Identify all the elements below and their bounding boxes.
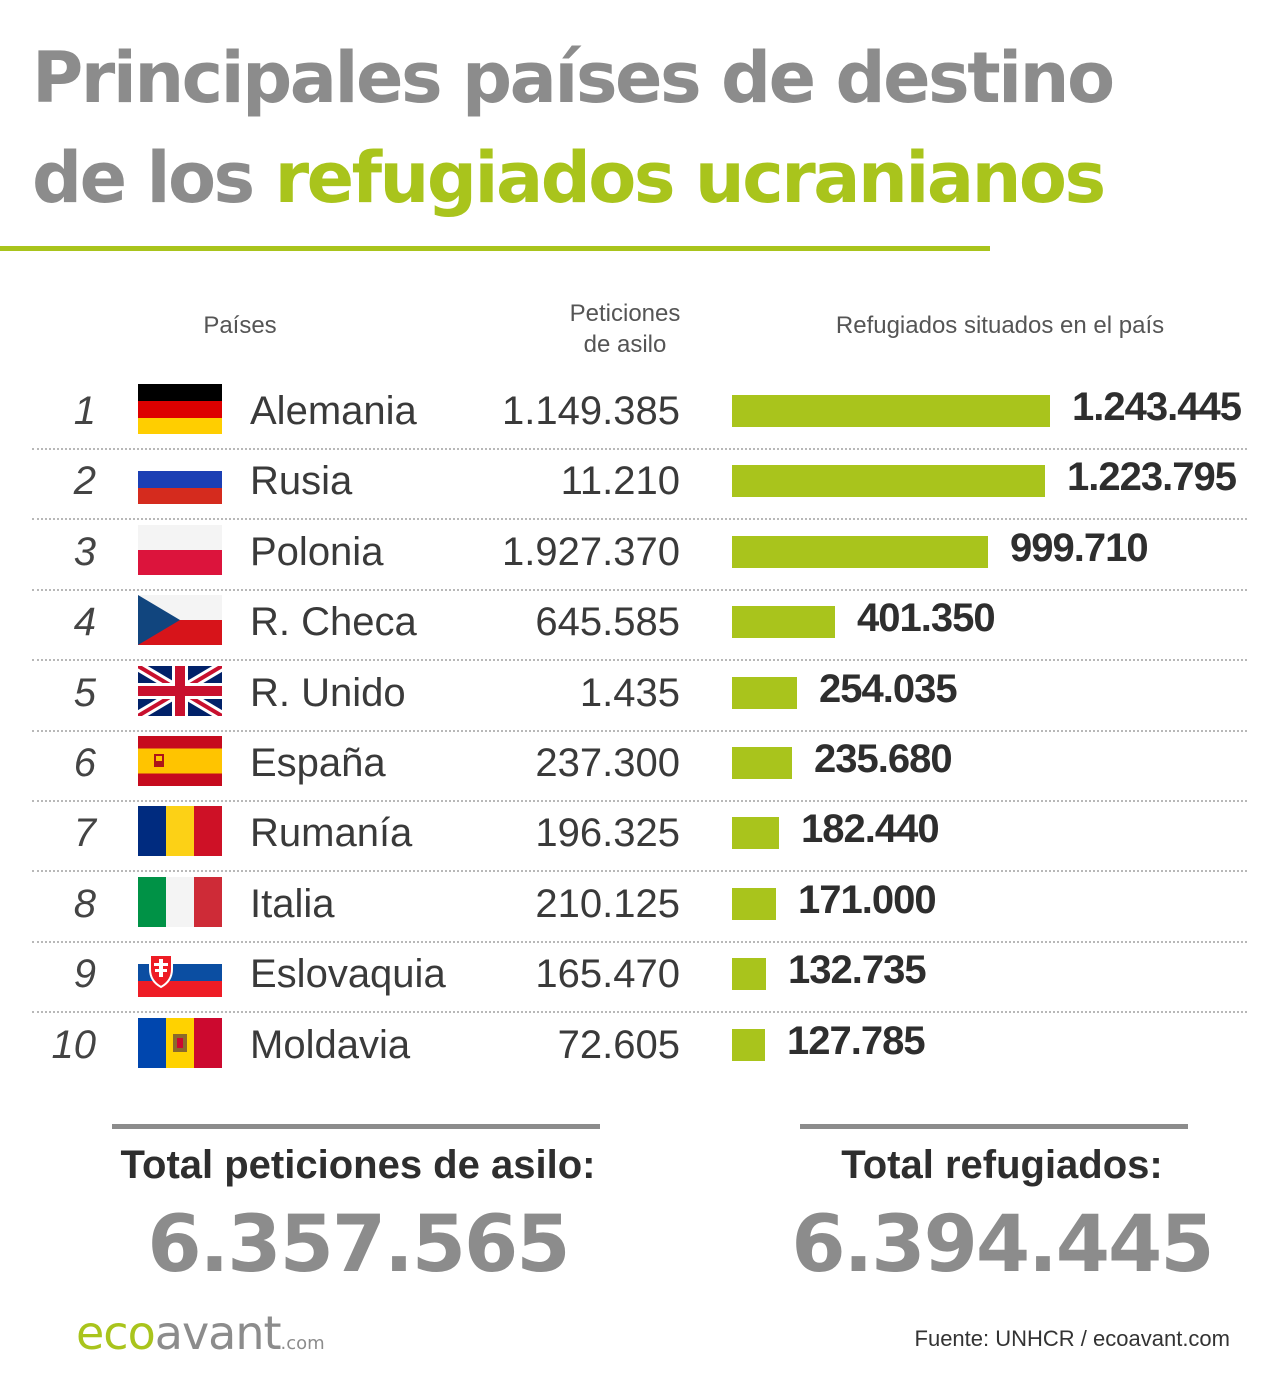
- country-name: Alemania: [250, 389, 417, 433]
- table-row: 9 Eslovaquia 165.470 132.735: [32, 941, 1247, 1013]
- total-asylum-value: 6.357.565: [147, 1200, 570, 1290]
- table-row: 1 Alemania 1.149.385 1.243.445: [32, 378, 1247, 450]
- refugee-value-label: 127.785: [787, 1019, 926, 1063]
- refugee-bar: [732, 817, 779, 849]
- table-row: 3 Polonia 1.927.370 999.710: [32, 519, 1247, 591]
- refugee-bar: [732, 888, 776, 920]
- row-rank: 4: [73, 600, 96, 644]
- row-rank: 10: [51, 1023, 97, 1067]
- title-line-2: de los refugiados ucranianos: [32, 128, 1106, 228]
- country-name: Rusia: [250, 459, 353, 503]
- header-countries: Países: [203, 312, 277, 339]
- header-asylum-line-1: Peticiones: [569, 300, 681, 327]
- country-name: Eslovaquia: [250, 952, 446, 996]
- asylum-requests-value: 210.125: [535, 882, 680, 926]
- refugee-value-label: 999.710: [1010, 526, 1149, 570]
- total-refugees-label: Total refugiados:: [841, 1143, 1163, 1187]
- refugee-bar: [732, 677, 797, 709]
- table-row: 6 España 237.300 235.680: [32, 730, 1247, 802]
- refugee-value-label: 171.000: [798, 878, 937, 922]
- source-text: UNHCR / ecoavant.com: [995, 1326, 1230, 1351]
- moldova-flag-icon: [138, 1018, 222, 1068]
- asylum-requests-value: 1.149.385: [502, 389, 680, 433]
- germany-flag-icon: [138, 384, 222, 434]
- header-asylum-line-2: de asilo: [583, 331, 667, 358]
- refugee-value-label: 1.223.795: [1067, 455, 1237, 499]
- header-refugees: Refugiados situados en el país: [835, 312, 1165, 339]
- country-name: España: [250, 741, 386, 785]
- row-rank: 2: [73, 459, 96, 503]
- country-name: R. Unido: [250, 671, 406, 715]
- logo-eco: eco: [76, 1306, 156, 1360]
- source-label: Fuente:: [914, 1326, 990, 1351]
- row-rank: 3: [73, 530, 96, 574]
- total-refugees-rule: [800, 1124, 1188, 1129]
- row-rank: 1: [73, 389, 96, 433]
- country-name: Italia: [250, 882, 335, 926]
- refugee-bar: [732, 395, 1050, 427]
- asylum-requests-value: 11.210: [560, 459, 680, 503]
- refugee-value-label: 254.035: [819, 667, 958, 711]
- header-asylum: Peticiones de asilo: [520, 298, 730, 360]
- table-row: 10 Moldavia 72.605 127.785: [32, 1012, 1247, 1082]
- country-name: R. Checa: [250, 600, 417, 644]
- source-note: Fuente: UNHCR / ecoavant.com: [915, 1326, 1230, 1352]
- title-line-1: Principales países de destino: [32, 37, 1115, 119]
- logo-com: .com: [280, 1333, 325, 1354]
- ecoavant-logo: ecoavant.com: [76, 1306, 325, 1360]
- asylum-requests-value: 1.927.370: [502, 530, 680, 574]
- row-rank: 8: [73, 882, 96, 926]
- poland-flag-icon: [138, 525, 222, 575]
- total-asylum-label: Total peticiones de asilo:: [120, 1143, 596, 1187]
- row-rank: 5: [73, 671, 96, 715]
- table-row: 7 Rumanía 196.325 182.440: [32, 800, 1247, 872]
- asylum-requests-value: 196.325: [535, 811, 680, 855]
- refugee-value-label: 182.440: [801, 807, 940, 851]
- slovakia-flag-icon: [138, 947, 222, 997]
- spain-flag-icon: [138, 736, 222, 786]
- total-asylum-rule: [112, 1124, 600, 1129]
- refugee-value-label: 235.680: [814, 737, 953, 781]
- romania-flag-icon: [138, 806, 222, 856]
- title-underline: [0, 246, 990, 251]
- refugee-bar: [732, 958, 766, 990]
- country-name: Rumanía: [250, 811, 413, 855]
- title-highlight: refugiados ucranianos: [274, 137, 1107, 219]
- table-row: 5 R. Unido 1.435 254.035: [32, 660, 1247, 732]
- table-row: 8 Italia 210.125 171.000: [32, 871, 1247, 943]
- asylum-requests-value: 237.300: [535, 741, 680, 785]
- asylum-requests-value: 645.585: [535, 600, 680, 644]
- russia-flag-icon: [138, 454, 222, 504]
- refugee-value-label: 1.243.445: [1072, 385, 1242, 429]
- table-row: 4 R. Checa 645.585 401.350: [32, 589, 1247, 661]
- refugee-bar: [732, 747, 792, 779]
- row-rank: 9: [73, 952, 96, 996]
- asylum-requests-value: 1.435: [579, 671, 680, 715]
- chart-title: Principales países de destino de los ref…: [32, 28, 1115, 228]
- refugee-value-label: 401.350: [857, 596, 996, 640]
- total-refugees-value: 6.394.445: [791, 1200, 1214, 1290]
- row-rank: 6: [73, 741, 96, 785]
- refugee-bar: [732, 536, 988, 568]
- refugee-bar: [732, 465, 1045, 497]
- italy-flag-icon: [138, 877, 222, 927]
- country-name: Polonia: [250, 530, 384, 574]
- refugee-value-label: 132.735: [788, 948, 927, 992]
- asylum-requests-value: 165.470: [535, 952, 680, 996]
- table-row: 2 Rusia 11.210 1.223.795: [32, 448, 1247, 520]
- czech-flag-icon: [138, 595, 222, 645]
- title-line-2-prefix: de los: [32, 137, 275, 219]
- logo-avant: avant: [154, 1306, 282, 1360]
- uk-flag-icon: [138, 666, 222, 716]
- asylum-requests-value: 72.605: [557, 1023, 680, 1067]
- refugee-bar: [732, 1029, 765, 1061]
- row-rank: 7: [73, 811, 96, 855]
- refugee-bar: [732, 606, 835, 638]
- country-name: Moldavia: [250, 1023, 411, 1067]
